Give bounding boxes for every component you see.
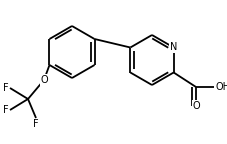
Text: F: F bbox=[33, 119, 39, 129]
Text: O: O bbox=[40, 75, 48, 85]
Text: F: F bbox=[3, 105, 9, 115]
Text: OH: OH bbox=[215, 82, 227, 92]
Text: N: N bbox=[170, 42, 177, 53]
Text: F: F bbox=[3, 83, 9, 93]
Text: O: O bbox=[192, 101, 200, 111]
